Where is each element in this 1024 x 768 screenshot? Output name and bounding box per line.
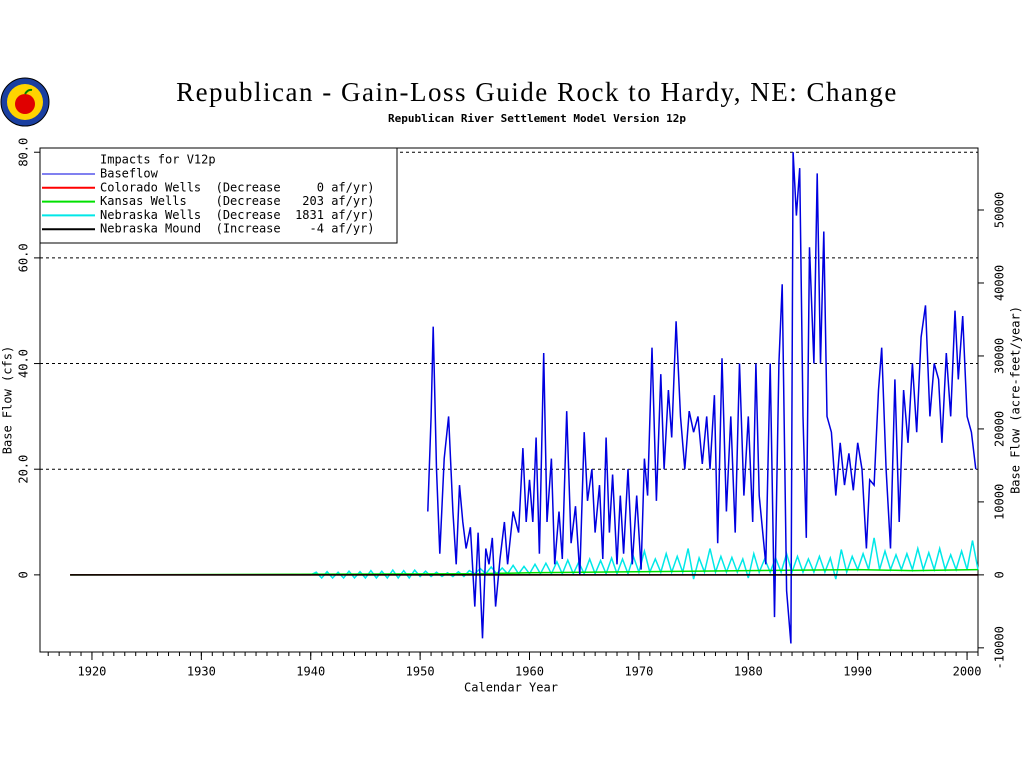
legend-label: Kansas Wells (Decrease 203 af/yr): [100, 194, 375, 208]
series-line: [427, 152, 977, 644]
legend-title: Impacts for V12p: [100, 153, 216, 167]
y-tick-label: 60.0: [17, 243, 31, 272]
x-axis-label: Calendar Year: [464, 681, 558, 695]
chart-title: Republican - Gain-Loss Guide Rock to Har…: [176, 77, 898, 107]
y2-tick-label: -10000: [993, 626, 1007, 669]
y-tick-label: 0: [17, 571, 31, 578]
chart-subtitle: Republican River Settlement Model Versio…: [388, 112, 686, 125]
plot-frame: [39, 147, 979, 653]
y2-tick-label: 50000: [993, 192, 1007, 228]
x-tick-label: 1970: [624, 665, 653, 679]
legend-label: Colorado Wells (Decrease 0 af/yr): [100, 180, 375, 194]
x-tick-label: 1950: [406, 665, 435, 679]
y-axis-label: Base Flow (cfs): [1, 346, 15, 454]
x-tick-label: 1940: [296, 665, 325, 679]
legend-label: Baseflow: [100, 167, 159, 181]
logo: [0, 77, 50, 127]
y-tick-label: 40.0: [17, 349, 31, 378]
y2-axis-label: Base Flow (acre-feet/year): [1009, 306, 1023, 494]
y2-tick-label: 10000: [993, 484, 1007, 520]
y2-tick-label: 0: [993, 571, 1007, 578]
x-tick-label: 1980: [734, 665, 763, 679]
y2-tick-label: 20000: [993, 411, 1007, 447]
x-tick-label: 1930: [187, 665, 216, 679]
y-tick-label: 20.0: [17, 455, 31, 484]
x-tick-label: 1990: [843, 665, 872, 679]
y-tick-label: 80.0: [17, 138, 31, 167]
legend-box: [39, 147, 398, 244]
x-tick-label: 1960: [515, 665, 544, 679]
legend-label: Nebraska Wells (Decrease 1831 af/yr): [100, 208, 375, 222]
x-tick-label: 1920: [78, 665, 107, 679]
y2-tick-label: 30000: [993, 338, 1007, 374]
x-tick-label: 2000: [953, 665, 982, 679]
y2-tick-label: 40000: [993, 265, 1007, 301]
legend-label: Nebraska Mound (Increase -4 af/yr): [100, 222, 375, 236]
series-line: [70, 568, 979, 576]
